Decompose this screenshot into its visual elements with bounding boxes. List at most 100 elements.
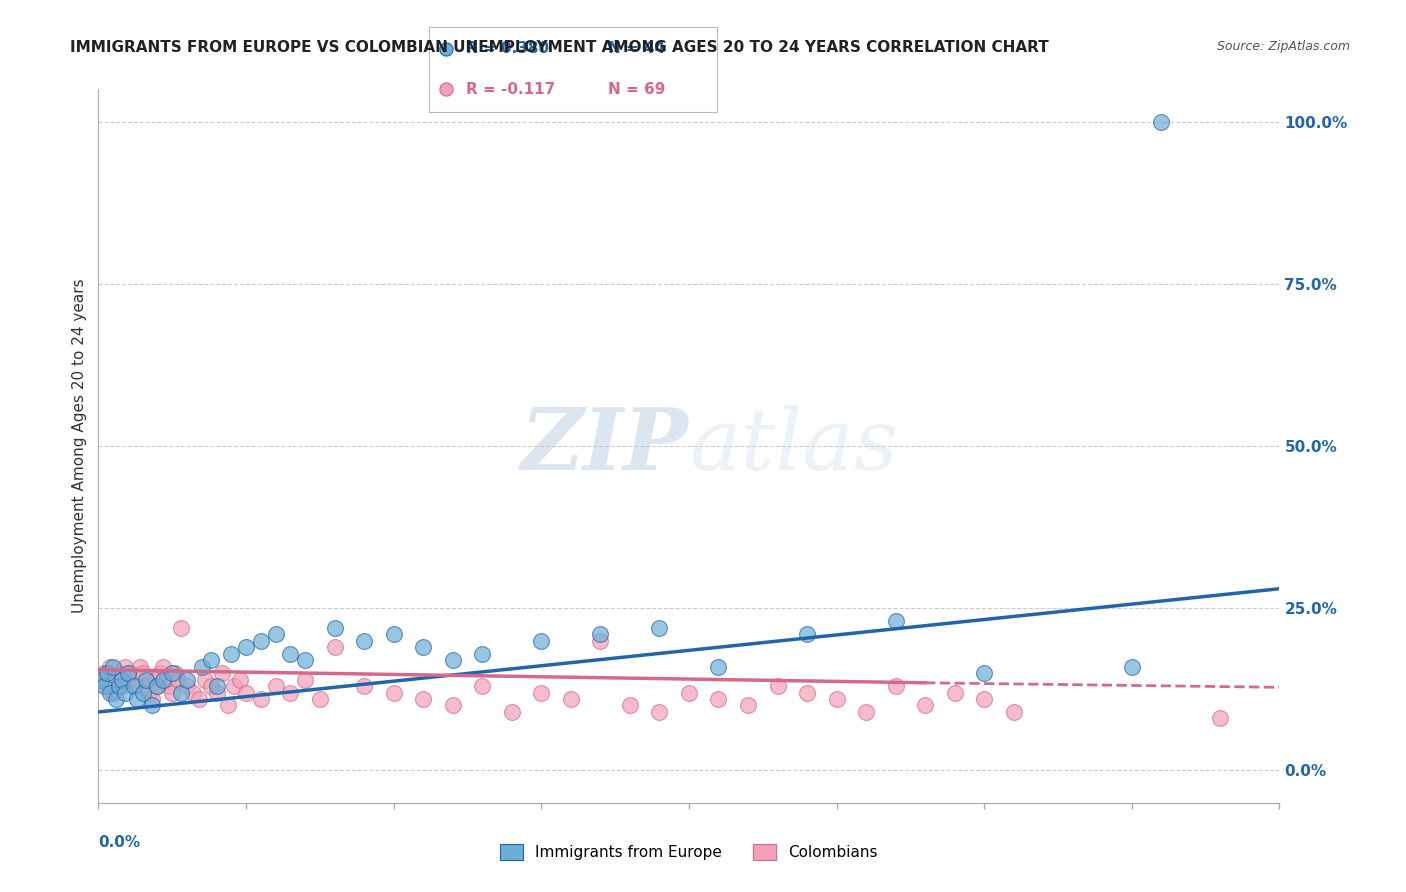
Point	[176, 679, 198, 693]
Point	[943, 685, 966, 699]
Legend: Immigrants from Europe, Colombians: Immigrants from Europe, Colombians	[495, 838, 883, 866]
Text: 0.0%: 0.0%	[98, 835, 141, 850]
Point	[766, 679, 789, 693]
Point	[309, 692, 332, 706]
Point	[1209, 711, 1232, 725]
Point	[323, 640, 346, 654]
Point	[176, 673, 198, 687]
Point	[648, 705, 671, 719]
Point	[103, 659, 125, 673]
Point	[678, 685, 700, 699]
Point	[412, 692, 434, 706]
Text: Source: ZipAtlas.com: Source: ZipAtlas.com	[1216, 40, 1350, 54]
Point	[187, 692, 209, 706]
Point	[138, 685, 160, 699]
Point	[141, 692, 163, 706]
Point	[264, 679, 287, 693]
Point	[114, 659, 136, 673]
Point	[353, 633, 375, 648]
Point	[825, 692, 848, 706]
Point	[530, 633, 553, 648]
Point	[589, 627, 612, 641]
Point	[162, 685, 183, 699]
Point	[111, 673, 134, 687]
Point	[235, 685, 257, 699]
Point	[501, 705, 523, 719]
Point	[278, 647, 302, 661]
Point	[108, 679, 131, 693]
Point	[146, 679, 169, 693]
Point	[205, 679, 228, 693]
Point	[128, 659, 150, 673]
Text: R = -0.117: R = -0.117	[467, 82, 555, 97]
Text: N = 69: N = 69	[607, 82, 665, 97]
Point	[471, 647, 494, 661]
Point	[589, 633, 612, 648]
Text: ZIP: ZIP	[522, 404, 689, 488]
Point	[441, 698, 464, 713]
Point	[122, 679, 145, 693]
Point	[105, 692, 128, 706]
Point	[98, 659, 121, 673]
Point	[224, 679, 246, 693]
Point	[170, 621, 193, 635]
Point	[90, 673, 112, 687]
Point	[530, 685, 553, 699]
Point	[235, 640, 257, 654]
Point	[884, 614, 907, 628]
Point	[441, 653, 464, 667]
Point	[211, 666, 233, 681]
Point	[707, 659, 730, 673]
Point	[108, 666, 131, 681]
Point	[90, 673, 112, 687]
Point	[132, 685, 155, 699]
Point	[353, 679, 375, 693]
Y-axis label: Unemployment Among Ages 20 to 24 years: Unemployment Among Ages 20 to 24 years	[72, 278, 87, 614]
Point	[141, 698, 163, 713]
Point	[294, 673, 316, 687]
Point	[648, 621, 671, 635]
Point	[1150, 114, 1173, 128]
Text: atlas: atlas	[689, 405, 898, 487]
Point	[796, 685, 818, 699]
Point	[152, 673, 174, 687]
Point	[191, 659, 214, 673]
Point	[122, 679, 145, 693]
Point	[217, 698, 239, 713]
Point	[412, 640, 434, 654]
Point	[229, 673, 252, 687]
Point	[167, 673, 190, 687]
Point	[117, 666, 139, 681]
Point	[200, 679, 222, 693]
Point	[973, 692, 995, 706]
Text: N = 44: N = 44	[607, 41, 665, 56]
Point	[914, 698, 936, 713]
Point	[973, 666, 995, 681]
Point	[434, 42, 457, 56]
Point	[194, 673, 217, 687]
Point	[143, 673, 166, 687]
Point	[103, 685, 125, 699]
Point	[93, 679, 115, 693]
Point	[125, 673, 148, 687]
Point	[323, 621, 346, 635]
Point	[205, 685, 228, 699]
Point	[157, 679, 180, 693]
Point	[737, 698, 759, 713]
Text: IMMIGRANTS FROM EUROPE VS COLOMBIAN UNEMPLOYMENT AMONG AGES 20 TO 24 YEARS CORRE: IMMIGRANTS FROM EUROPE VS COLOMBIAN UNEM…	[70, 40, 1049, 55]
Point	[117, 673, 139, 687]
Point	[152, 659, 174, 673]
Point	[162, 666, 183, 681]
Point	[125, 692, 148, 706]
Point	[146, 679, 169, 693]
Point	[264, 627, 287, 641]
Point	[105, 673, 128, 687]
Point	[96, 666, 118, 681]
Point	[132, 666, 155, 681]
Point	[93, 666, 115, 681]
Point	[382, 685, 405, 699]
Point	[619, 698, 641, 713]
Point	[200, 653, 222, 667]
Point	[382, 627, 405, 641]
Point	[471, 679, 494, 693]
